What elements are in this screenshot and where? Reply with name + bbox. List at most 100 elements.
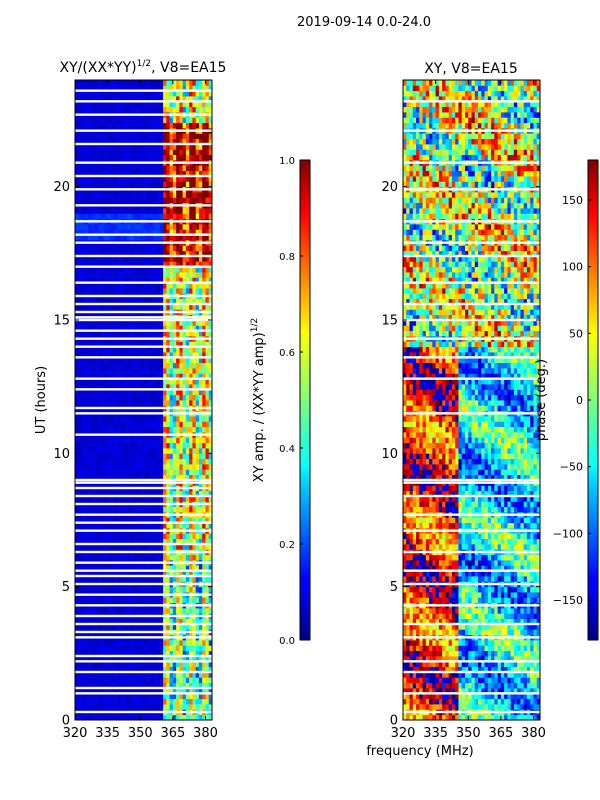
heatmap-cell: [185, 389, 190, 396]
heatmap-cell: [120, 608, 125, 614]
heatmap-cell: [189, 394, 193, 401]
heatmap-cell: [169, 394, 174, 401]
heatmap-cell: [78, 576, 82, 582]
heatmap-cell: [127, 677, 131, 684]
heatmap-cell: [101, 346, 105, 353]
heatmap-cell: [159, 496, 164, 502]
heatmap-cell: [81, 149, 86, 156]
heatmap-cell: [185, 554, 190, 561]
heatmap-cell: [195, 298, 200, 305]
heatmap-cell: [84, 533, 89, 540]
heatmap-cell: [88, 672, 92, 678]
heatmap-cell: [75, 640, 79, 646]
heatmap-cell: [133, 122, 138, 129]
heatmap-cell: [189, 458, 193, 465]
heatmap-cell: [189, 165, 193, 172]
heatmap-cell: [156, 138, 161, 145]
heatmap-cell: [133, 357, 138, 364]
heatmap-cell: [166, 522, 170, 529]
heatmap-cell: [127, 661, 131, 668]
heatmap-cell: [75, 517, 79, 524]
heatmap-cell: [189, 464, 193, 470]
heatmap-cell: [166, 570, 170, 577]
heatmap-cell: [88, 464, 92, 470]
heatmap-cell: [91, 597, 95, 604]
heatmap-cell: [172, 176, 177, 182]
heatmap-cell: [120, 149, 125, 156]
heatmap-cell: [143, 266, 148, 273]
heatmap-cell: [163, 341, 167, 348]
heatmap-cell: [179, 234, 184, 241]
heatmap-cell: [182, 256, 187, 262]
heatmap-cell: [75, 533, 79, 540]
heatmap-cell: [136, 565, 141, 572]
heatmap-cell: [143, 346, 148, 353]
heatmap-cell: [195, 90, 200, 97]
heatmap-cell: [179, 181, 184, 188]
heatmap-cell: [136, 330, 141, 337]
heatmap-cell: [127, 448, 131, 454]
heatmap-cell: [198, 138, 203, 145]
heatmap-cell: [84, 224, 89, 230]
heatmap-cell: [205, 266, 210, 273]
heatmap-cell: [130, 672, 135, 678]
heatmap-cell: [163, 304, 167, 310]
heatmap-cell: [120, 234, 125, 241]
heatmap-cell: [136, 346, 141, 353]
heatmap-cell: [172, 138, 177, 145]
heatmap-cell: [84, 122, 89, 129]
heatmap-cell: [130, 453, 135, 460]
heatmap-cell: [205, 533, 210, 540]
heatmap-cell: [198, 282, 203, 289]
heatmap-cell: [117, 245, 122, 252]
heatmap-cell: [146, 677, 151, 684]
heatmap-cell: [117, 357, 122, 364]
heatmap-cell: [84, 320, 89, 326]
heatmap-cell: [140, 320, 144, 326]
heatmap-cell: [146, 234, 151, 241]
heatmap-cell: [136, 138, 141, 145]
heatmap-cell: [143, 645, 148, 652]
heatmap-cell: [91, 122, 95, 129]
heatmap-cell: [97, 325, 102, 332]
heatmap-cell: [97, 250, 102, 257]
heatmap-cell: [114, 288, 118, 294]
heatmap-cell: [123, 698, 128, 705]
heatmap-cell: [114, 122, 118, 129]
heatmap-cell: [153, 506, 157, 513]
heatmap-cell: [136, 106, 141, 113]
heatmap-cell: [94, 576, 99, 582]
heatmap-cell: [172, 597, 177, 604]
heatmap-cell: [97, 389, 102, 396]
heatmap-cell: [120, 490, 125, 497]
heatmap-cell: [182, 138, 187, 145]
heatmap-cell: [198, 538, 203, 545]
heatmap-cell: [127, 165, 131, 172]
heatmap-cell: [208, 672, 212, 678]
heatmap-cell: [136, 656, 141, 662]
heatmap-cell: [110, 154, 115, 161]
heatmap-cell: [153, 714, 157, 720]
heatmap-cell: [185, 645, 190, 652]
heatmap-cell: [153, 453, 157, 460]
heatmap-cell: [169, 656, 174, 662]
heatmap-cell: [172, 197, 177, 204]
heatmap-cell: [94, 416, 99, 422]
heatmap-cell: [81, 368, 86, 374]
heatmap-cell: [110, 368, 115, 374]
heatmap-cell: [107, 661, 112, 668]
heatmap-cell: [146, 357, 151, 364]
heatmap-cell: [143, 608, 148, 614]
heatmap-cell: [120, 666, 125, 673]
heatmap-cell: [182, 224, 187, 230]
heatmap-cell: [75, 650, 79, 657]
heatmap-cell: [146, 176, 151, 182]
heatmap-cell: [208, 618, 212, 625]
heatmap-cell: [198, 325, 203, 332]
heatmap-cell: [205, 325, 210, 332]
heatmap-cell: [97, 608, 102, 614]
heatmap-cell: [153, 570, 157, 577]
heatmap-cell: [133, 330, 138, 337]
heatmap-cell: [146, 394, 151, 401]
heatmap-cell: [101, 597, 105, 604]
